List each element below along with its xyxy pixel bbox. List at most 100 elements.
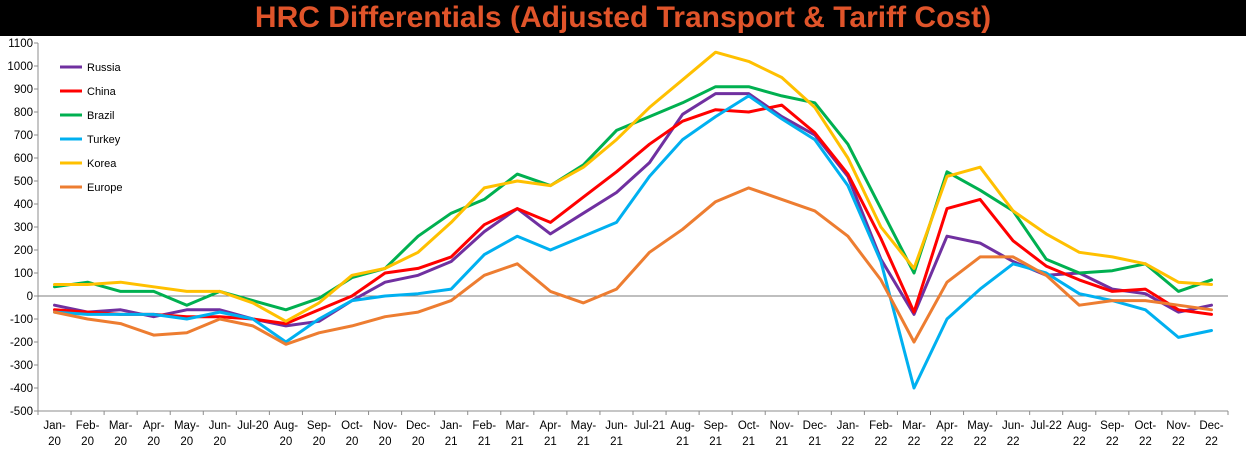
x-tick-label: Jan- <box>43 420 66 432</box>
y-tick-label: -100 <box>10 314 33 326</box>
x-tick-label-year: 20 <box>379 436 392 448</box>
x-tick-label-year: 20 <box>313 436 326 448</box>
x-tick-label: Dec- <box>406 420 430 432</box>
x-tick-label-year: 20 <box>81 436 94 448</box>
x-tick-label: Aug- <box>1067 420 1091 432</box>
x-tick-label-year: 20 <box>280 436 293 448</box>
x-tick-label: Nov- <box>373 420 397 432</box>
x-tick-label-year: 21 <box>610 436 623 448</box>
x-tick-label: Jan- <box>440 420 463 432</box>
x-tick-label-year: 21 <box>709 436 722 448</box>
x-tick-label: Oct- <box>1134 420 1156 432</box>
x-tick-label-year: 22 <box>875 436 888 448</box>
x-tick-label-year: 20 <box>147 436 160 448</box>
x-tick-label-year: 20 <box>213 436 226 448</box>
y-tick-label: 1000 <box>7 61 33 73</box>
x-tick-label: Oct- <box>341 420 363 432</box>
series-line-china <box>53 103 1213 326</box>
line-chart: -500 -400 -300 -200 -100 0 100 200 300 400 500 600 7… <box>7 38 1229 448</box>
x-tick-label: Apr- <box>539 420 561 432</box>
x-tick-label: Jun- <box>1002 420 1025 432</box>
x-tick-label-year: 20 <box>412 436 425 448</box>
x-tick-label-year: 22 <box>908 436 921 448</box>
y-tick-label: 600 <box>14 153 33 165</box>
x-tick-label-year: 22 <box>1172 436 1185 448</box>
x-tick-label-year: 22 <box>1205 436 1218 448</box>
legend-label-korea: Korea <box>87 158 117 170</box>
legend-label-china: China <box>87 86 117 98</box>
x-tick-label: Sep- <box>1100 420 1124 432</box>
x-tick-label-year: 21 <box>577 436 590 448</box>
x-tick-label-year: 20 <box>48 436 61 448</box>
y-tick-label: 800 <box>14 107 33 119</box>
x-tick-label-year: 22 <box>1139 436 1152 448</box>
x-tick-label: Feb- <box>869 420 893 432</box>
x-tick-label: Jun- <box>605 420 628 432</box>
y-tick-label: 300 <box>14 222 33 234</box>
y-tick-label: 100 <box>14 268 33 280</box>
legend-label-russia: Russia <box>87 62 122 74</box>
y-tick-label: -200 <box>10 337 33 349</box>
x-tick-label: Aug- <box>670 420 694 432</box>
x-tick-label: May- <box>174 420 200 432</box>
x-tick-label-year: 22 <box>974 436 987 448</box>
x-tick-label: Dec- <box>1199 420 1223 432</box>
y-tick-label: 200 <box>14 245 33 257</box>
x-tick-label: Apr- <box>936 420 958 432</box>
legend-label-europe: Europe <box>87 182 122 194</box>
x-tick-label: Dec- <box>803 420 827 432</box>
x-tick-label-year: 22 <box>1007 436 1020 448</box>
x-tick-label: May- <box>967 420 993 432</box>
y-tick-label: -500 <box>10 406 33 418</box>
x-tick-label: Sep- <box>307 420 331 432</box>
x-tick-label: Apr- <box>143 420 165 432</box>
x-tick-label-year: 21 <box>808 436 821 448</box>
x-tick-label-year: 20 <box>180 436 193 448</box>
x-tick-label: Sep- <box>703 420 727 432</box>
x-tick-label-year: 21 <box>742 436 755 448</box>
title-bar <box>0 0 1246 36</box>
legend-label-turkey: Turkey <box>87 134 121 146</box>
x-tick-label-year: 21 <box>511 436 524 448</box>
x-tick-label-year: 21 <box>775 436 788 448</box>
x-tick-label: Nov- <box>1166 420 1190 432</box>
x-tick-label: Mar- <box>109 420 133 432</box>
x-tick-label-year: 20 <box>114 436 127 448</box>
x-tick-label: Aug- <box>274 420 298 432</box>
x-tick-label: Oct- <box>738 420 760 432</box>
y-tick-label: -400 <box>10 383 33 395</box>
series-line-russia <box>53 92 1213 328</box>
y-tick-label: 500 <box>14 176 33 188</box>
y-tick-label: 900 <box>14 84 33 96</box>
x-tick-label: Mar- <box>505 420 529 432</box>
legend-label-brazil: Brazil <box>87 110 115 122</box>
y-tick-label: 0 <box>27 291 33 303</box>
x-tick-label-year: 21 <box>478 436 491 448</box>
x-tick-label: Mar- <box>902 420 926 432</box>
x-tick-label: Jul-20 <box>237 420 268 432</box>
x-tick-label: May- <box>571 420 597 432</box>
series-line-korea <box>53 50 1213 323</box>
x-tick-label-year: 22 <box>841 436 854 448</box>
x-tick-label-year: 20 <box>346 436 359 448</box>
chart-title: HRC Differentials (Adjusted Transport & … <box>254 1 992 34</box>
x-tick-label-year: 22 <box>1106 436 1119 448</box>
series-line-turkey <box>53 94 1213 390</box>
x-tick-label-year: 22 <box>941 436 954 448</box>
x-tick-label: Jan- <box>837 420 860 432</box>
x-tick-label: Jul-22 <box>1031 420 1062 432</box>
y-tick-label: -300 <box>10 360 33 372</box>
x-tick-label-year: 22 <box>1073 436 1086 448</box>
x-tick-label: Jul-21 <box>634 420 665 432</box>
y-tick-label: 1100 <box>8 38 33 50</box>
x-tick-label: Feb- <box>472 420 496 432</box>
x-tick-label-year: 21 <box>676 436 689 448</box>
x-tick-label: Jun- <box>209 420 232 432</box>
x-tick-label-year: 21 <box>544 436 557 448</box>
y-tick-label: 700 <box>14 130 33 142</box>
x-tick-label: Feb- <box>76 420 100 432</box>
y-tick-label: 400 <box>14 199 33 211</box>
x-tick-label-year: 21 <box>445 436 458 448</box>
series-line-europe <box>53 186 1213 346</box>
